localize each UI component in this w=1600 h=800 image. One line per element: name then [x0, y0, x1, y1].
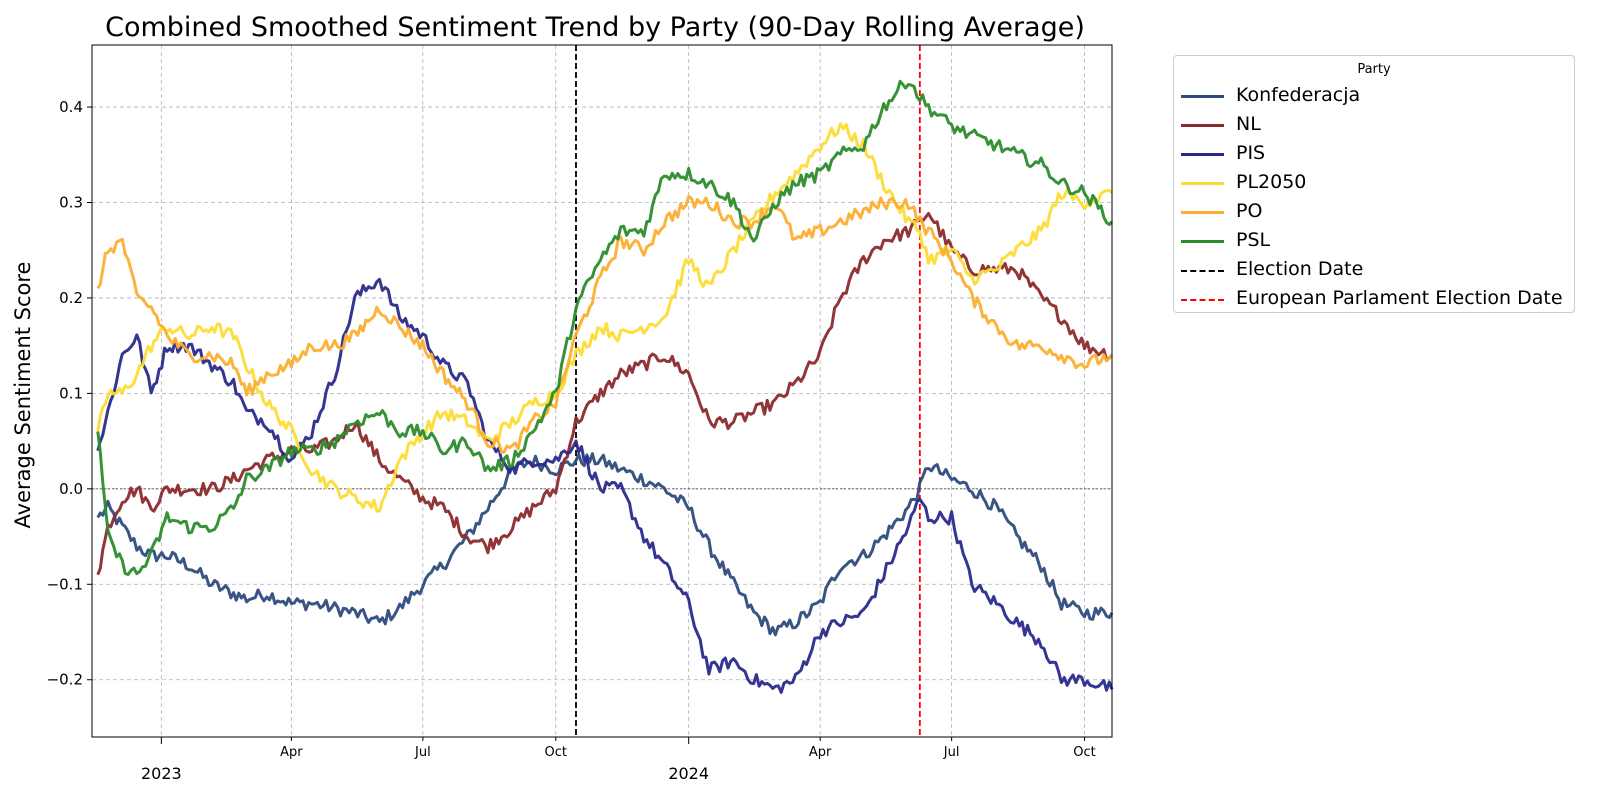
legend-item: Konfederacja	[1174, 82, 1574, 111]
legend-swatch	[1181, 270, 1224, 272]
legend-swatch	[1181, 240, 1224, 243]
y-axis-label: Average Sentiment Score	[11, 262, 35, 529]
x-minor-tick-label: Apr	[809, 745, 832, 760]
legend-label: NL	[1236, 113, 1261, 135]
x-major-tick-label: 2024	[668, 764, 709, 783]
legend: Party Konfederacja NL PIS PL2050 PO PSL Electi…	[1173, 55, 1575, 313]
legend-item: Election Date	[1174, 256, 1574, 285]
x-minor-tick-label: Jul	[414, 745, 431, 760]
legend-swatch	[1181, 95, 1224, 98]
legend-item: PO	[1174, 198, 1574, 227]
y-tick-label: 0.1	[59, 384, 83, 402]
y-tick-label: 0.2	[59, 289, 83, 307]
x-minor-tick-label: Oct	[545, 745, 567, 760]
chart-title: Combined Smoothed Sentiment Trend by Par…	[105, 12, 1085, 43]
y-tick-label: −0.2	[47, 671, 83, 689]
legend-items: Konfederacja NL PIS PL2050 PO PSL Election Dat…	[1174, 82, 1574, 314]
series-line-pis	[96, 277, 1114, 694]
grid-lines	[92, 45, 1112, 737]
series-line-konfederacja	[96, 452, 1114, 637]
legend-swatch	[1181, 182, 1224, 185]
event-lines	[575, 45, 921, 737]
y-tick-label: 0.4	[59, 98, 83, 116]
legend-item: European Parlament Election Date	[1174, 285, 1574, 314]
x-minor-tick-label: Apr	[280, 745, 303, 760]
y-tick-label: −0.1	[47, 575, 83, 593]
legend-label: PO	[1236, 200, 1263, 222]
legend-label: PL2050	[1236, 171, 1307, 193]
y-axis: −0.2 −0.1 0.0 0.1 0.2 0.3 0.4	[47, 98, 92, 689]
series-lines	[96, 79, 1114, 694]
y-tick-label: 0.0	[59, 480, 83, 498]
legend-item: PL2050	[1174, 169, 1574, 198]
x-major-tick-label: 2023	[141, 764, 182, 783]
plot-frame	[91, 44, 1113, 738]
x-minor-tick-label: Jul	[943, 745, 960, 760]
series-line-po	[96, 194, 1114, 455]
legend-label: European Parlament Election Date	[1236, 287, 1563, 309]
legend-item: PIS	[1174, 140, 1574, 169]
series-line-nl	[96, 212, 1114, 576]
legend-item: PSL	[1174, 227, 1574, 256]
legend-swatch	[1181, 124, 1224, 127]
x-minor-tick-label: Oct	[1073, 745, 1095, 760]
series-line-pl2050	[96, 122, 1114, 513]
legend-label: PSL	[1236, 229, 1271, 251]
x-axis: Apr Jul Oct Apr Jul Oct 2023 2024	[141, 737, 1096, 783]
legend-item: NL	[1174, 111, 1574, 140]
legend-swatch	[1181, 211, 1224, 214]
legend-swatch	[1181, 153, 1224, 156]
legend-label: Election Date	[1236, 258, 1364, 280]
series-line-psl	[96, 79, 1114, 576]
y-tick-label: 0.3	[59, 193, 83, 211]
legend-label: PIS	[1236, 142, 1266, 164]
legend-title: Party	[1357, 62, 1391, 77]
legend-label: Konfederacja	[1236, 84, 1361, 106]
legend-swatch	[1181, 299, 1224, 301]
